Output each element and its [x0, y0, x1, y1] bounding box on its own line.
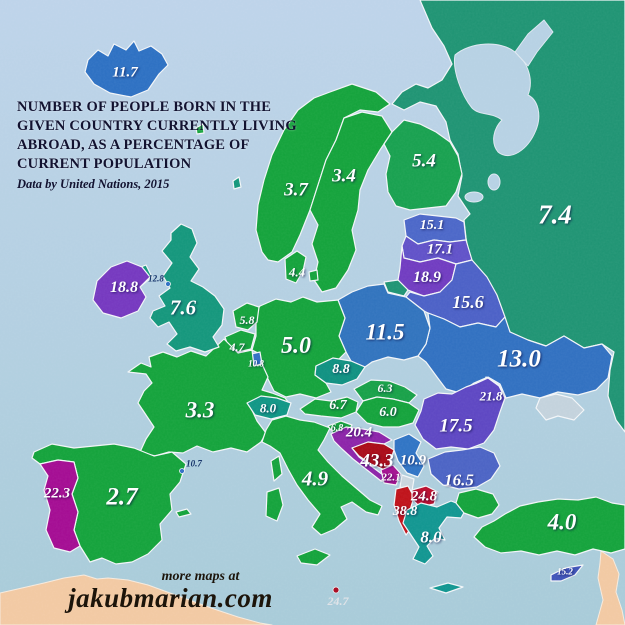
title-line-3: ABROAD, AS A PERCENTAGE OF — [17, 137, 250, 153]
title-line-1: NUMBER OF PEOPLE BORN IN THE — [17, 99, 272, 115]
footer-watermark: more maps at jakubmarian.com — [38, 569, 303, 613]
andorra-marker — [179, 468, 185, 474]
country-estonia — [403, 213, 467, 245]
title-line-2: GIVEN COUNTRY CURRENTLY LIVING — [17, 118, 297, 134]
country-denmark-islands — [308, 269, 319, 282]
lake-onega — [487, 173, 501, 191]
malta-marker — [332, 586, 340, 594]
footer-tagline: more maps at — [161, 569, 240, 584]
title-source: Data by United Nations, 2015 — [17, 177, 170, 191]
isle-of-man-marker — [165, 281, 171, 287]
lake-ladoga — [464, 191, 484, 203]
map-title-block: NUMBER OF PEOPLE BORN IN THE GIVEN COUNT… — [17, 98, 317, 192]
title-line-4: CURRENT POPULATION — [17, 156, 192, 172]
footer-site-url: jakubmarian.com — [68, 583, 273, 613]
